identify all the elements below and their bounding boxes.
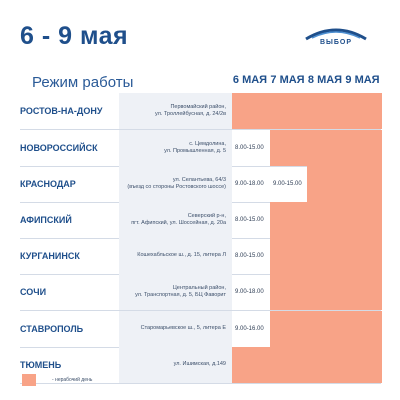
day-off-cell [345, 202, 382, 238]
row-divider [20, 310, 381, 311]
table-row: КРАСНОДАР ул. Селантьева, 64/3 (въезд со … [20, 166, 382, 202]
hours-cell: 8.00-15.00 [235, 145, 264, 151]
row-divider [20, 383, 381, 384]
legend-swatch [22, 374, 36, 386]
hours-cell: 8.00-15.00 [235, 217, 264, 223]
day-header: 8 МАЯ [307, 74, 343, 86]
day-off-cell [307, 202, 345, 238]
address-text: Первомайский район, ул. Троллейбусная, д… [155, 103, 226, 117]
day-off-cell [345, 93, 382, 129]
day-off-cell [307, 274, 345, 310]
logo-text: ВЫБОР [319, 39, 353, 46]
address-text: ул. Ишимская, д.149 [173, 361, 226, 368]
address-text: ул. Селантьева, 64/3 (въезд со стороны Р… [127, 176, 226, 190]
day-off-cell [307, 347, 345, 383]
day-off-cell [307, 93, 345, 129]
row-divider [20, 129, 381, 130]
address-text: с. Цемдолина, ул. Промышленная, д. 5 [164, 140, 226, 154]
day-off-cell [345, 347, 382, 383]
table-row: КУРГАНИНСК Кошехабльское ш., д. 15, литер… [20, 238, 382, 274]
address-text: Старомарьевское ш., 5, литера Е [140, 325, 226, 332]
table-row: ТЮМЕНЬ ул. Ишимская, д.149 [20, 347, 382, 383]
day-off-cell [345, 274, 382, 310]
day-off-cell [232, 347, 270, 383]
city-name: РОСТОВ-НА-ДОНУ [20, 105, 103, 116]
day-off-cell [270, 311, 307, 347]
day-off-cell [345, 238, 382, 274]
schedule-subtitle: Режим работы [32, 74, 134, 91]
hours-cell: 9.00-18.00 [235, 181, 264, 187]
city-name: АФИПСКИЙ [20, 214, 72, 225]
day-header: 7 МАЯ [270, 74, 305, 86]
day-off-cell [270, 93, 307, 129]
vybor-logo: ВЫБОР [296, 23, 376, 49]
day-off-cell [270, 238, 307, 274]
day-off-cell [270, 130, 307, 166]
hours-cell: 9.00-16.00 [235, 326, 264, 332]
address-cell: Кошехабльское ш., д. 15, литера Л [119, 238, 232, 274]
address-cell: Старомарьевское ш., 5, литера Е [119, 311, 232, 347]
hours-cell: 8.00-15.00 [235, 253, 264, 259]
address-text: Кошехабльское ш., д. 15, литера Л [137, 252, 226, 259]
address-cell: ул. Ишимская, д.149 [119, 347, 232, 383]
address-cell: Северский р-н, пгт. Афипский, ул. Шоссей… [119, 202, 232, 238]
address-cell: Центральный район, ул. Транспортная, д. … [119, 274, 232, 310]
address-text: Северский р-н, пгт. Афипский, ул. Шоссей… [131, 212, 226, 226]
day-off-cell [307, 238, 345, 274]
day-off-cell [345, 166, 382, 202]
table-row: СОЧИ Центральный район, ул. Транспортная,… [20, 274, 382, 310]
day-off-cell [270, 202, 307, 238]
day-off-cell [307, 166, 345, 202]
day-off-cell [270, 347, 307, 383]
city-name: ТЮМЕНЬ [20, 359, 62, 370]
day-off-cell [345, 130, 382, 166]
logo-arc-icon [305, 28, 367, 41]
city-name: НОВОРОССИЙСК [20, 142, 98, 153]
day-off-cell [307, 130, 345, 166]
day-header: 9 МАЯ [345, 74, 380, 86]
page-title: 6 - 9 мая [20, 22, 129, 50]
table-row: АФИПСКИЙ Северский р-н, пгт. Афипский, ул… [20, 202, 382, 238]
day-header: 6 МАЯ [232, 74, 268, 86]
address-cell: ул. Селантьева, 64/3 (въезд со стороны Р… [119, 166, 232, 202]
day-off-cell [307, 311, 345, 347]
day-headers: 6 МАЯ 7 МАЯ 8 МАЯ 9 МАЯ [231, 74, 381, 86]
day-off-cell [345, 311, 382, 347]
address-text: Центральный район, ул. Транспортная, д. … [135, 284, 226, 298]
table-row: РОСТОВ-НА-ДОНУ Первомайский район, ул. Тр… [20, 93, 382, 129]
city-name: КУРГАНИНСК [20, 250, 80, 261]
hours-cell: 9.00-18.00 [235, 289, 264, 295]
table-row: СТАВРОПОЛЬ Старомарьевское ш., 5, литера … [20, 311, 382, 347]
hours-cell: 9.00-15.00 [273, 181, 302, 187]
legend-text: - нерабочий день [52, 377, 93, 383]
address-cell: Первомайский район, ул. Троллейбусная, д… [119, 93, 232, 129]
city-name: КРАСНОДАР [20, 178, 76, 189]
city-name: СОЧИ [20, 286, 47, 297]
day-off-cell [270, 274, 307, 310]
address-cell: с. Цемдолина, ул. Промышленная, д. 5 [119, 130, 232, 166]
table-row: НОВОРОССИЙСК с. Цемдолина, ул. Промышленн… [20, 130, 382, 166]
city-name: СТАВРОПОЛЬ [20, 323, 84, 334]
day-off-cell [232, 93, 270, 129]
